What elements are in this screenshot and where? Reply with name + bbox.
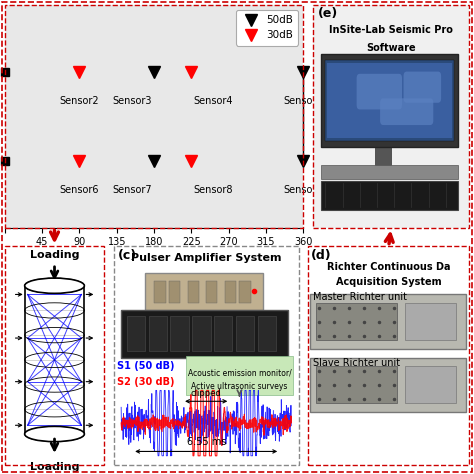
FancyBboxPatch shape <box>321 181 458 210</box>
FancyBboxPatch shape <box>375 147 391 165</box>
Text: Acoustic emission monitor/: Acoustic emission monitor/ <box>188 369 292 378</box>
FancyBboxPatch shape <box>121 310 288 358</box>
FancyBboxPatch shape <box>316 303 397 340</box>
X-axis label: Angle (°): Angle (°) <box>129 253 179 263</box>
FancyBboxPatch shape <box>188 282 199 303</box>
FancyBboxPatch shape <box>169 282 180 303</box>
Text: Sensor2: Sensor2 <box>60 96 99 106</box>
FancyBboxPatch shape <box>206 282 217 303</box>
Text: Slave Richter unit: Slave Richter unit <box>313 358 400 368</box>
FancyBboxPatch shape <box>403 72 441 103</box>
Text: Master Richter unit: Master Richter unit <box>313 292 407 302</box>
FancyBboxPatch shape <box>155 282 165 303</box>
Text: Sensor7: Sensor7 <box>112 185 152 195</box>
Text: Loading: Loading <box>30 250 79 260</box>
FancyBboxPatch shape <box>310 294 466 349</box>
Text: Sensor4: Sensor4 <box>194 96 233 106</box>
FancyBboxPatch shape <box>321 165 458 179</box>
Ellipse shape <box>25 427 84 442</box>
FancyBboxPatch shape <box>148 316 167 351</box>
Text: InSite-Lab Seismic Pro: InSite-Lab Seismic Pro <box>329 25 453 35</box>
Text: (c): (c) <box>118 249 137 262</box>
FancyBboxPatch shape <box>380 98 433 125</box>
Text: Richter Continuous Da: Richter Continuous Da <box>327 262 450 272</box>
FancyBboxPatch shape <box>405 366 456 403</box>
Text: Software: Software <box>366 43 416 53</box>
FancyBboxPatch shape <box>170 316 189 351</box>
FancyBboxPatch shape <box>356 74 402 109</box>
Text: Sensor6: Sensor6 <box>60 185 99 195</box>
Text: Sensor8: Sensor8 <box>194 185 233 195</box>
Text: clipped: clipped <box>191 389 221 398</box>
FancyBboxPatch shape <box>325 61 454 141</box>
Text: S2 (30 dB): S2 (30 dB) <box>118 377 175 387</box>
FancyBboxPatch shape <box>327 63 452 138</box>
Text: Active ultrasonic surveys: Active ultrasonic surveys <box>191 382 288 391</box>
Text: 6.55 ms: 6.55 ms <box>186 437 226 447</box>
FancyBboxPatch shape <box>127 316 145 351</box>
FancyBboxPatch shape <box>236 316 254 351</box>
FancyBboxPatch shape <box>214 316 232 351</box>
FancyBboxPatch shape <box>321 54 458 147</box>
FancyBboxPatch shape <box>145 273 264 310</box>
FancyBboxPatch shape <box>225 282 236 303</box>
Text: Pulser Amplifier System: Pulser Amplifier System <box>131 253 282 263</box>
FancyBboxPatch shape <box>186 356 293 395</box>
Text: Sensor5: Sensor5 <box>283 185 323 195</box>
FancyBboxPatch shape <box>192 316 210 351</box>
Text: Sensor1: Sensor1 <box>283 96 323 106</box>
Ellipse shape <box>25 278 84 293</box>
FancyBboxPatch shape <box>310 358 466 412</box>
Text: S1 (50 dB): S1 (50 dB) <box>118 361 175 372</box>
Text: Loading: Loading <box>30 462 79 472</box>
FancyBboxPatch shape <box>239 282 251 303</box>
Text: Acquisition System: Acquisition System <box>336 277 441 287</box>
Text: (e): (e) <box>318 7 338 20</box>
Text: (d): (d) <box>311 249 332 262</box>
FancyBboxPatch shape <box>257 316 276 351</box>
FancyBboxPatch shape <box>316 366 397 403</box>
Legend: 50dB, 30dB: 50dB, 30dB <box>236 10 298 46</box>
Text: Sensor3: Sensor3 <box>112 96 152 106</box>
FancyBboxPatch shape <box>405 303 456 340</box>
